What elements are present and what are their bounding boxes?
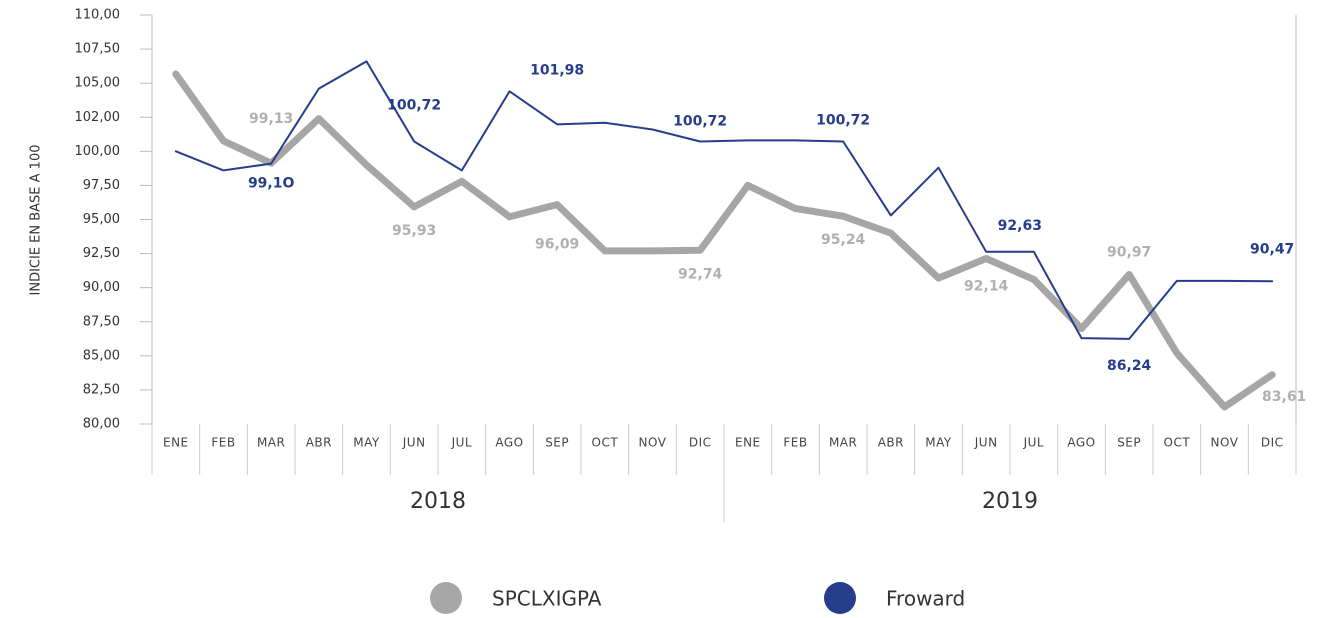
x-tick-label: MAY xyxy=(353,436,380,450)
value-label: 92,14 xyxy=(964,278,1009,294)
legend-label: Froward xyxy=(886,587,965,611)
value-label: 90,47 xyxy=(1250,241,1294,257)
x-tick-label: FEB xyxy=(783,436,807,450)
legend-swatch xyxy=(430,582,462,614)
x-tick-label: JUN xyxy=(974,436,998,450)
value-label: 95,93 xyxy=(392,223,436,239)
x-tick-label: OCT xyxy=(1164,436,1191,450)
x-tick-label: FEB xyxy=(211,436,235,450)
x-tick-label: JUL xyxy=(1023,436,1045,450)
y-tick-label: 107,50 xyxy=(75,42,121,57)
x-tick-label: AGO xyxy=(495,436,523,450)
y-tick-label: 97,50 xyxy=(83,178,120,193)
value-label: 83,61 xyxy=(1262,389,1306,405)
x-tick-label: MAY xyxy=(925,436,952,450)
x-tick-label: NOV xyxy=(1211,436,1239,450)
value-label: 90,97 xyxy=(1107,244,1151,260)
y-axis-label: INDICIE EN BASE A 100 xyxy=(29,145,44,296)
value-label: 96,09 xyxy=(535,237,579,253)
y-tick-label: 95,00 xyxy=(83,212,120,227)
y-tick-label: 80,00 xyxy=(83,417,120,432)
y-tick-label: 105,00 xyxy=(75,76,121,91)
y-tick-label: 92,50 xyxy=(83,246,120,261)
series-line xyxy=(174,60,1274,340)
x-tick-label: DIC xyxy=(689,436,712,450)
x-tick-label: MAR xyxy=(829,436,857,450)
x-tick-label: ENE xyxy=(163,436,189,450)
value-label: 99,13 xyxy=(249,111,293,127)
x-tick-label: JUL xyxy=(451,436,473,450)
y-tick-label: 82,50 xyxy=(83,382,120,397)
x-tick-label: ABR xyxy=(878,436,904,450)
legend-label: SPCLXIGPA xyxy=(492,587,602,611)
value-label: 95,24 xyxy=(821,232,866,248)
y-tick-label: 87,50 xyxy=(83,314,120,329)
value-label: 100,72 xyxy=(673,114,727,130)
x-tick-label: JUN xyxy=(402,436,426,450)
x-tick-label: ENE xyxy=(735,436,761,450)
value-label: 92,63 xyxy=(998,218,1042,234)
legend-swatch xyxy=(824,582,856,614)
value-label: 100,72 xyxy=(387,98,441,114)
value-label: 101,98 xyxy=(530,62,584,78)
x-tick-label: SEP xyxy=(545,436,569,450)
x-tick-label: ABR xyxy=(306,436,332,450)
value-label: 100,72 xyxy=(816,113,870,129)
x-tick-label: OCT xyxy=(592,436,619,450)
series-line xyxy=(172,70,1276,411)
y-tick-label: 100,00 xyxy=(75,144,121,159)
x-tick-label: DIC xyxy=(1261,436,1284,450)
x-tick-label: SEP xyxy=(1117,436,1141,450)
x-tick-label: AGO xyxy=(1067,436,1095,450)
year-label: 2018 xyxy=(410,489,466,514)
value-label: 86,24 xyxy=(1107,358,1152,374)
y-tick-label: 102,00 xyxy=(75,110,121,125)
y-tick-label: 85,00 xyxy=(83,348,120,363)
y-tick-label: 110,00 xyxy=(75,8,121,23)
value-label: 99,1O xyxy=(248,176,295,192)
x-tick-label: MAR xyxy=(257,436,285,450)
value-label: 92,74 xyxy=(678,266,723,282)
x-tick-label: NOV xyxy=(639,436,667,450)
y-tick-label: 90,00 xyxy=(83,280,120,295)
year-label: 2019 xyxy=(982,489,1038,514)
